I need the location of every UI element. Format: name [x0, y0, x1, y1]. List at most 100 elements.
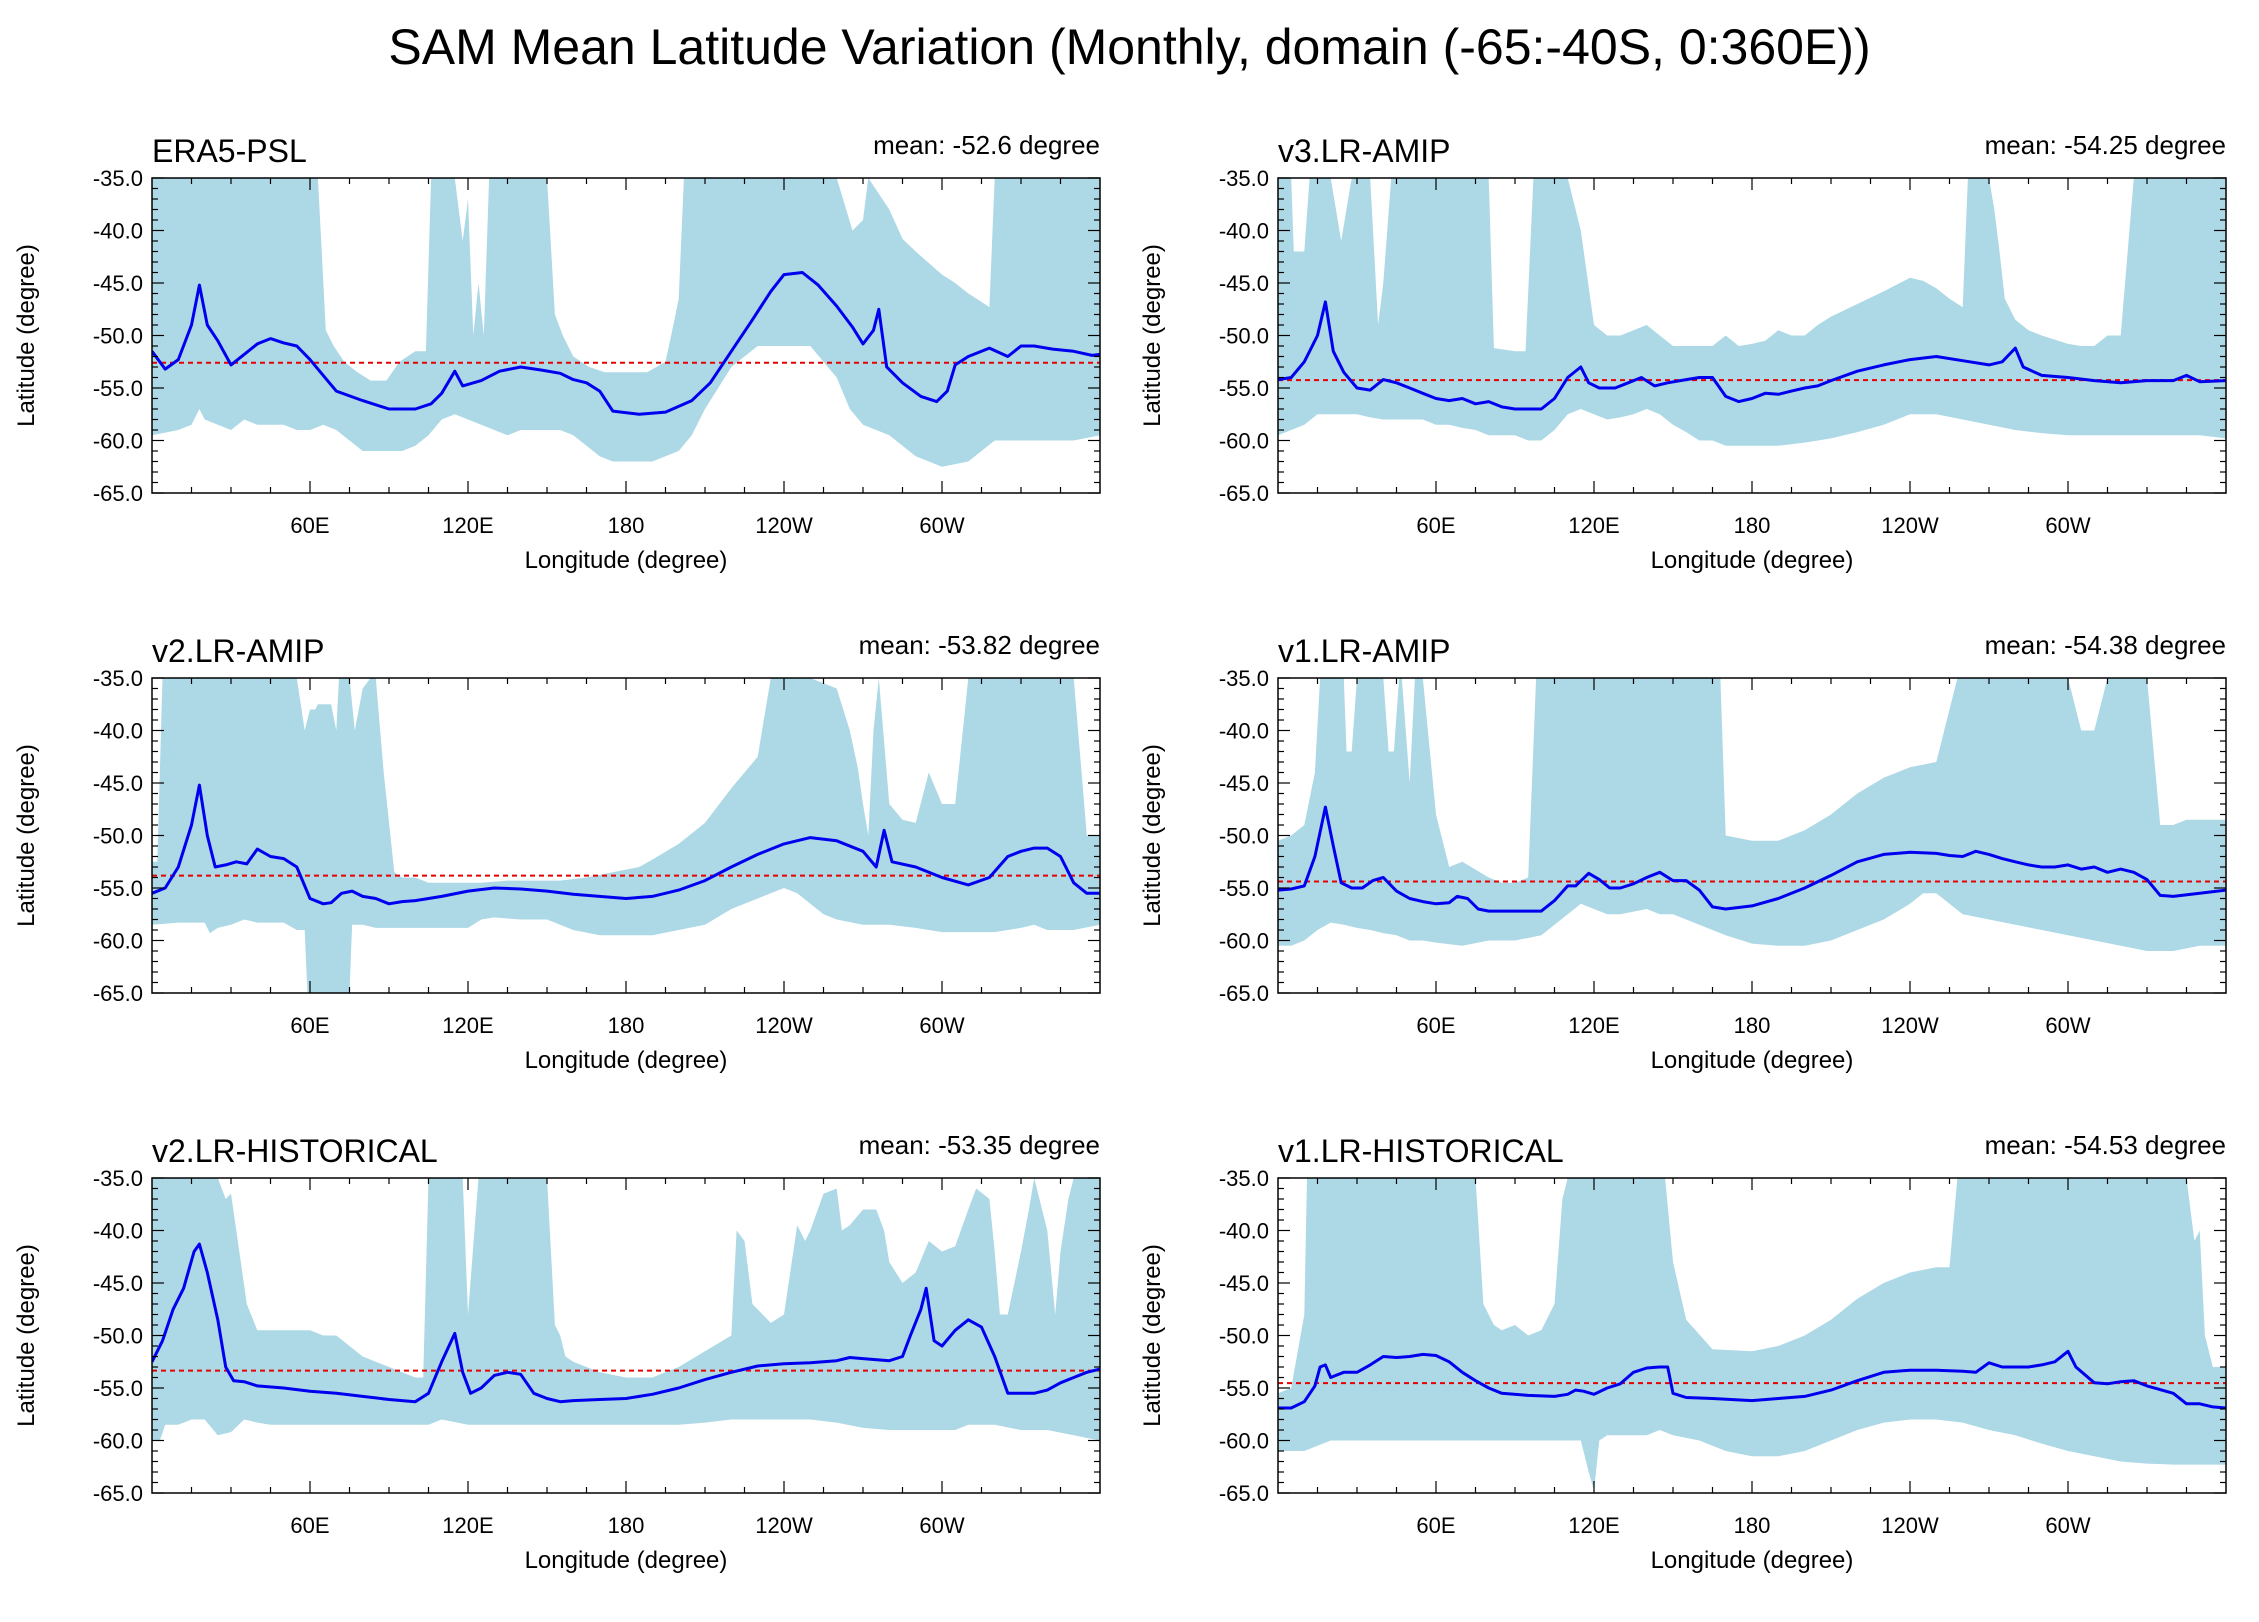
- x-tick-label: 60W: [2045, 1513, 2090, 1538]
- figure-title: SAM Mean Latitude Variation (Monthly, do…: [388, 19, 1870, 75]
- y-tick-label: -35.0: [93, 666, 143, 691]
- y-tick-label: -60.0: [93, 1429, 143, 1454]
- x-axis-label: Longitude (degree): [1651, 1047, 1854, 1074]
- y-tick-label: -35.0: [93, 1166, 143, 1191]
- spread-band: [152, 678, 1100, 993]
- x-tick-label: 60E: [1416, 1013, 1455, 1038]
- y-tick-label: -60.0: [1219, 429, 1269, 454]
- y-tick-label: -60.0: [93, 929, 143, 954]
- y-axis-label: Latitude (degree): [13, 244, 40, 427]
- spread-band: [152, 1178, 1100, 1441]
- y-tick-label: -45.0: [93, 771, 143, 796]
- spread-band: [1278, 1178, 2226, 1491]
- panel-title: v1.LR-AMIP: [1278, 633, 1450, 669]
- x-tick-label: 120E: [442, 1513, 493, 1538]
- y-tick-label: -55.0: [1219, 376, 1269, 401]
- y-tick-label: -50.0: [93, 324, 143, 349]
- y-tick-label: -65.0: [1219, 981, 1269, 1006]
- x-tick-label: 180: [1734, 1013, 1771, 1038]
- y-tick-label: -45.0: [93, 271, 143, 296]
- y-tick-label: -50.0: [1219, 324, 1269, 349]
- y-tick-label: -65.0: [93, 481, 143, 506]
- y-tick-label: -40.0: [1219, 1219, 1269, 1244]
- x-tick-label: 120W: [1881, 1513, 1939, 1538]
- x-tick-label: 120W: [755, 1513, 813, 1538]
- x-tick-label: 120W: [755, 513, 813, 538]
- mean-latitude-line: [152, 1242, 1100, 1404]
- y-axis-label: Latitude (degree): [13, 1244, 40, 1427]
- panel-era5-psl: -35.0 -40.0 -45.0 -50.0 -55.0 -60.0 -65.0 60E 12…: [13, 130, 1101, 574]
- mean-latitude-line: [1278, 1349, 2226, 1410]
- x-tick-label: 120E: [1568, 1013, 1619, 1038]
- spread-band: [1278, 678, 2226, 951]
- x-tick-label: 120W: [755, 1013, 813, 1038]
- y-tick-label: -65.0: [1219, 481, 1269, 506]
- y-tick-label: -60.0: [1219, 929, 1269, 954]
- y-tick-label: -55.0: [93, 376, 143, 401]
- panel-title: v2.LR-AMIP: [152, 633, 324, 669]
- y-tick-label: -50.0: [1219, 824, 1269, 849]
- y-tick-label: -40.0: [1219, 719, 1269, 744]
- x-tick-label: 120E: [1568, 1513, 1619, 1538]
- y-tick-label: -35.0: [1219, 1166, 1269, 1191]
- spread-band: [152, 178, 1100, 467]
- panel-v2-lr-amip: -35.0 -40.0 -45.0 -50.0 -55.0 -60.0 -65.0 60E 12…: [13, 630, 1101, 1074]
- panel-title: v2.LR-HISTORICAL: [152, 1133, 438, 1169]
- y-axis-label: Latitude (degree): [1139, 744, 1166, 927]
- y-tick-label: -55.0: [1219, 1376, 1269, 1401]
- mean-value-label: mean: -52.6 degree: [873, 130, 1100, 160]
- panel-v1-lr-amip: -35.0 -40.0 -45.0 -50.0 -55.0 -60.0 -65.0 60E 12…: [1139, 630, 2227, 1074]
- x-tick-label: 180: [608, 513, 645, 538]
- y-tick-label: -35.0: [93, 166, 143, 191]
- y-tick-label: -65.0: [93, 1481, 143, 1506]
- panel-title: ERA5-PSL: [152, 133, 307, 169]
- x-tick-label: 180: [1734, 513, 1771, 538]
- x-tick-label: 60E: [1416, 1513, 1455, 1538]
- y-tick-label: -50.0: [93, 824, 143, 849]
- x-tick-label: 120W: [1881, 513, 1939, 538]
- x-tick-label: 60E: [290, 1013, 329, 1038]
- x-axis-label: Longitude (degree): [1651, 1547, 1854, 1574]
- y-tick-label: -65.0: [1219, 1481, 1269, 1506]
- x-tick-label: 60E: [290, 513, 329, 538]
- x-tick-label: 120E: [442, 1013, 493, 1038]
- y-tick-label: -45.0: [1219, 771, 1269, 796]
- y-axis-label: Latitude (degree): [1139, 244, 1166, 427]
- mean-value-label: mean: -53.35 degree: [859, 1130, 1100, 1160]
- x-tick-label: 120W: [1881, 1013, 1939, 1038]
- panel-v1-lr-historical: -35.0 -40.0 -45.0 -50.0 -55.0 -60.0 -65.0 60E 12…: [1139, 1130, 2227, 1574]
- x-tick-label: 60E: [1416, 513, 1455, 538]
- y-tick-label: -45.0: [1219, 1271, 1269, 1296]
- x-axis-label: Longitude (degree): [525, 1547, 728, 1574]
- mean-value-label: mean: -54.38 degree: [1985, 630, 2226, 660]
- mean-latitude-line: [1278, 300, 2226, 411]
- panel-v3-lr-amip: -35.0 -40.0 -45.0 -50.0 -55.0 -60.0 -65.0 60E 12…: [1139, 130, 2227, 574]
- y-tick-label: -60.0: [93, 429, 143, 454]
- x-tick-label: 60W: [919, 513, 964, 538]
- y-tick-label: -50.0: [1219, 1324, 1269, 1349]
- x-tick-label: 180: [608, 1013, 645, 1038]
- y-tick-label: -40.0: [93, 1219, 143, 1244]
- x-tick-label: 60W: [2045, 513, 2090, 538]
- mean-latitude-line: [1278, 805, 2226, 913]
- x-tick-label: 60E: [290, 1513, 329, 1538]
- y-tick-label: -40.0: [1219, 219, 1269, 244]
- y-tick-label: -55.0: [1219, 876, 1269, 901]
- spread-band: [1278, 178, 2226, 446]
- x-tick-label: 60W: [919, 1513, 964, 1538]
- x-tick-label: 60W: [2045, 1013, 2090, 1038]
- y-axis-label: Latitude (degree): [13, 744, 40, 927]
- y-tick-label: -55.0: [93, 876, 143, 901]
- x-axis-label: Longitude (degree): [525, 1047, 728, 1074]
- y-axis-label: Latitude (degree): [1139, 1244, 1166, 1427]
- x-tick-label: 180: [608, 1513, 645, 1538]
- x-tick-label: 120E: [1568, 513, 1619, 538]
- panel-v2-lr-historical: -35.0 -40.0 -45.0 -50.0 -55.0 -60.0 -65.0 60E 12…: [13, 1130, 1101, 1574]
- mean-value-label: mean: -54.25 degree: [1985, 130, 2226, 160]
- y-tick-label: -45.0: [1219, 271, 1269, 296]
- y-tick-label: -65.0: [93, 981, 143, 1006]
- mean-latitude-line: [152, 271, 1100, 416]
- x-tick-label: 60W: [919, 1013, 964, 1038]
- y-tick-label: -40.0: [93, 219, 143, 244]
